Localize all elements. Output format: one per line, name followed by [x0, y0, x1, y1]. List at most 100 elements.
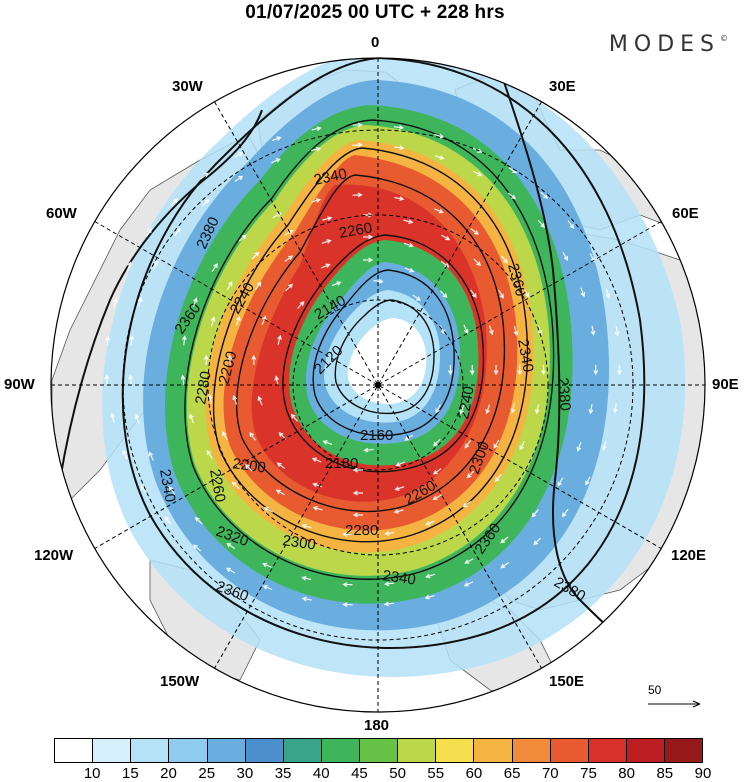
wind-arrow: [394, 196, 405, 201]
wind-arrow: [352, 512, 363, 518]
wind-arrow: [331, 281, 342, 287]
wind-arrow: [276, 462, 286, 470]
wind-arrow: [263, 507, 274, 513]
wind-arrow: [447, 365, 453, 376]
colorbar-tick-label: 70: [541, 765, 559, 782]
wind-arrow: [469, 365, 475, 376]
wind-arrow: [510, 403, 516, 414]
wind-arrow: [494, 473, 502, 483]
wind-arrow: [104, 374, 110, 385]
colorbar-tick-label: 15: [122, 765, 139, 782]
wind-arrow: [262, 562, 272, 568]
wind-arrow: [363, 257, 374, 263]
wind-arrow: [231, 481, 240, 490]
wind-arrow: [234, 175, 244, 182]
contour-label-2380-right: 2380: [554, 377, 574, 412]
wind-arrow: [500, 255, 508, 264]
wind-arrow: [277, 334, 282, 345]
wind-arrow: [201, 198, 210, 207]
wind-arrow: [249, 431, 256, 441]
contour-label-2260-left: 2260: [206, 468, 229, 504]
meridian-label-120e: 120E: [671, 547, 707, 564]
wind-arrow: [612, 403, 618, 414]
colorbar-swatch: [283, 739, 322, 762]
wind-arrow: [507, 192, 517, 200]
wind-arrow: [192, 297, 198, 308]
colorbar-swatch: [665, 739, 703, 762]
colorbar-swatch: [436, 739, 475, 762]
wind-arrow: [278, 431, 287, 440]
wind-arrow: [342, 531, 353, 537]
contour-label-2180: 2180: [325, 455, 358, 472]
wind-arrow: [312, 506, 323, 511]
wind-arrow: [312, 482, 323, 488]
wind-arrow: [284, 255, 294, 262]
wind-arrow: [320, 263, 331, 269]
wind-arrow: [384, 581, 395, 587]
colorbar: [54, 738, 703, 763]
wind-arrow: [433, 438, 441, 447]
wind-arrow: [393, 509, 404, 514]
wind-arrow: [537, 219, 546, 228]
colorbar-tick-label: 40: [312, 765, 330, 782]
wind-arrow: [342, 602, 353, 608]
wind-arrow: [285, 283, 293, 292]
wind-arrow: [580, 287, 586, 298]
colorbar-swatch: [207, 739, 246, 762]
wind-arrow: [168, 486, 176, 495]
wind-scale-arrow: [648, 700, 701, 708]
wind-arrow: [251, 354, 257, 365]
wind-arrow: [170, 198, 178, 207]
wind-arrow: [311, 457, 322, 463]
wind-arrow: [439, 290, 448, 299]
wind-arrow: [352, 142, 363, 148]
wind-arrow: [181, 335, 187, 346]
wind-arrow: [311, 126, 322, 132]
meridian-label-150e: 150E: [549, 673, 585, 690]
wind-arrow: [434, 208, 444, 214]
wind-arrow: [403, 242, 414, 248]
wind-arrow: [290, 413, 299, 422]
meridian-label-90w: 90W: [4, 376, 35, 393]
map-title: 01/07/2025 00 UTC + 228 hrs: [245, 2, 505, 23]
wind-arrow: [432, 468, 442, 475]
wind-arrow: [234, 152, 244, 158]
wind-arrow: [261, 315, 267, 326]
wind-arrow: [593, 365, 599, 376]
wind-arrow: [194, 516, 203, 525]
meridian-label-120w: 120W: [34, 547, 74, 564]
wind-arrow: [105, 335, 111, 346]
colorbar-swatch: [398, 739, 437, 762]
wind-arrow: [614, 326, 620, 337]
contour-label-2340-top: 2340: [312, 165, 348, 189]
wind-arrow: [152, 260, 159, 270]
wind-arrow: [395, 461, 406, 467]
wind-arrow: [403, 219, 414, 224]
wind-arrow: [394, 486, 405, 491]
colorbar-swatch: [93, 739, 132, 762]
wind-arrow: [485, 404, 491, 415]
meridian-label-90e: 90E: [712, 376, 739, 393]
wind-arrow: [531, 509, 539, 518]
wind-scale-label: 50: [648, 683, 662, 697]
colorbar-tick-label: 30: [236, 765, 254, 782]
wind-arrow: [602, 440, 607, 451]
wind-arrow: [541, 365, 546, 376]
wind-arrow: [561, 508, 569, 518]
wind-arrow: [412, 294, 422, 301]
wind-arrow: [424, 594, 435, 600]
copyright-mark: ©: [720, 34, 728, 43]
wind-arrow: [517, 365, 523, 376]
wind-arrow: [342, 582, 353, 587]
contour-label-2300-bottom: 2300: [281, 532, 316, 553]
wind-arrow: [466, 470, 475, 479]
contour-label-2260-top: 2260: [338, 219, 374, 242]
colorbar-swatch: [512, 739, 551, 762]
wind-arrow: [557, 477, 564, 487]
wind-arrow: [498, 289, 504, 299]
wind-arrow: [470, 228, 480, 235]
wind-arrow: [534, 404, 540, 415]
wind-arrow: [462, 500, 472, 508]
colorbar-swatch: [131, 739, 170, 762]
wind-arrow: [463, 324, 469, 335]
